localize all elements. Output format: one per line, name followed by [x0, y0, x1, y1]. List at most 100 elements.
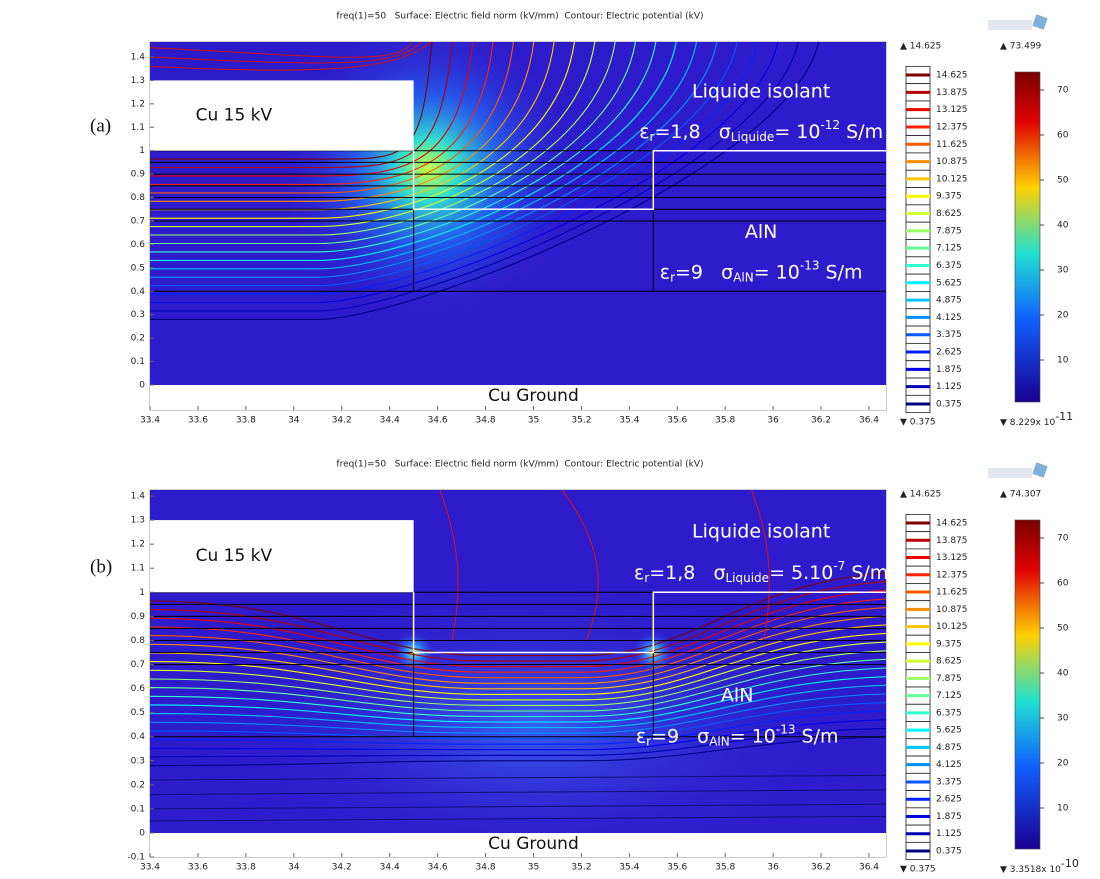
logo-icon [1032, 462, 1048, 478]
contour-line [150, 42, 474, 177]
cu-ground [150, 833, 886, 857]
legend-label: 6.375 [936, 261, 962, 271]
cu-ground-label: Cu Ground [488, 834, 579, 854]
y-tick-label: 0.2 [131, 334, 145, 344]
x-tick-label: 36.2 [811, 416, 831, 426]
colorbar-min-base: ▼ 8.229x 10 [1000, 418, 1055, 428]
property-part: S/m [840, 120, 883, 142]
cu-electrode [150, 80, 414, 151]
panel: freq(1)=50 Surface: Electric field norm … [90, 460, 1079, 875]
legend-label: 9.375 [936, 192, 962, 202]
property-part: Liquide [731, 129, 775, 143]
y-tick-label: 1.4 [131, 492, 146, 502]
y-tick-label: 0.3 [131, 756, 145, 766]
x-tick-label: 34.4 [380, 863, 400, 873]
colorbar-tick-label: 50 [1057, 176, 1069, 186]
legend-label: 4.125 [936, 313, 962, 323]
colorbar-tick-label: 60 [1057, 579, 1069, 589]
legend-label: 8.625 [936, 209, 962, 219]
x-tick-label: 33.4 [140, 416, 160, 426]
colorbar-min: ▼ 3.3518x 10-10 [1000, 857, 1079, 875]
panel-label: (a) [90, 116, 111, 137]
legend-label: 2.625 [936, 795, 962, 805]
y-tick-label: 1.1 [131, 564, 145, 574]
y-tick-label: 1 [139, 588, 145, 598]
property-part: =1,8 σ [649, 562, 725, 584]
y-tick-label: 0.7 [131, 660, 145, 670]
contour-line [150, 719, 886, 751]
x-tick-label: 34.6 [428, 863, 448, 873]
property-part: r [650, 129, 655, 143]
colorbar-tick-label: 20 [1057, 311, 1069, 321]
liquid-boundary [412, 149, 886, 211]
colorbar-tick-label: 40 [1057, 221, 1069, 231]
contour-line [150, 676, 886, 723]
panel-label: (b) [90, 557, 112, 578]
colorbar-min-base: ▼ 3.3518x 10 [1000, 865, 1061, 875]
legend-label: 5.625 [936, 726, 962, 736]
property-part: AlN [709, 734, 730, 748]
legend-label: 4.875 [936, 296, 962, 306]
contour-line [150, 42, 819, 320]
contour-line [750, 490, 771, 641]
colorbar-tick-label: 10 [1057, 804, 1069, 814]
colorbar [1014, 71, 1041, 403]
contour-min: ▼ 0.375 [900, 865, 936, 875]
legend-label: 10.125 [936, 174, 968, 184]
material-properties: εr=9 σAlN= 10-13 S/m [660, 258, 863, 284]
legend-label: 7.875 [936, 674, 962, 684]
y-tick-label: 0.9 [131, 612, 146, 622]
x-tick-label: 35.2 [571, 416, 591, 426]
property-part: r [670, 270, 675, 284]
material-properties: εr=9 σAlN= 10-13 S/m [636, 722, 839, 748]
x-tick-label: 35.2 [571, 863, 591, 873]
contour-line [150, 42, 575, 219]
y-tick-label: 0.3 [131, 310, 145, 320]
property-part: = 5.10 [769, 562, 833, 584]
x-tick-label: 34.2 [332, 863, 352, 873]
legend-label: 6.375 [936, 708, 962, 718]
property-part: = 10 [774, 120, 820, 142]
contour-line [150, 702, 886, 740]
legend-label: 10.125 [936, 622, 968, 632]
property-part: S/m [819, 261, 862, 283]
property-part: -13 [776, 722, 796, 736]
colorbar-min-exp: -10 [1061, 857, 1079, 870]
legend-label: 13.125 [936, 553, 968, 563]
colorbar-min-exp: -11 [1055, 410, 1073, 423]
x-tick-label: 35.6 [667, 863, 687, 873]
contour-line [150, 42, 431, 71]
y-tick-label: 0.1 [131, 804, 145, 814]
x-tick-label: 34.4 [380, 416, 400, 426]
x-tick-label: 35 [528, 416, 539, 426]
x-tick-label: 33.6 [188, 416, 208, 426]
y-tick-label: 1.1 [131, 123, 145, 133]
cu-electrode-label: Cu 15 kV [196, 546, 273, 566]
property-part: -13 [800, 258, 820, 272]
legend-label: 10.875 [936, 157, 968, 167]
y-tick-label: 0.4 [131, 732, 146, 742]
y-tick-label: 1 [139, 146, 145, 156]
material-properties: εr=1,8 σLiquide= 5.10-7 S/m [634, 559, 888, 585]
contour-line [150, 42, 799, 312]
legend-label: 7.125 [936, 691, 962, 701]
x-tick-label: 36.2 [811, 863, 831, 873]
contour-line [150, 42, 636, 245]
y-tick-label: 1.4 [131, 52, 146, 62]
y-tick-label: 0.9 [131, 170, 146, 180]
property-part: -7 [833, 559, 845, 573]
contour-line [150, 615, 886, 684]
x-tick-label: 35.6 [667, 416, 687, 426]
contour-line [150, 42, 738, 287]
x-tick-label: 35.8 [715, 863, 735, 873]
contour-line [150, 667, 886, 718]
legend-label: 1.125 [936, 382, 962, 392]
property-part: = 10 [754, 261, 800, 283]
property-part: =9 σ [675, 261, 733, 283]
property-part: = 10 [730, 725, 776, 747]
property-part: ε [634, 562, 644, 584]
contour-line [150, 774, 886, 781]
cu-ground-label: Cu Ground [488, 386, 579, 406]
legend-label: 4.875 [936, 743, 962, 753]
